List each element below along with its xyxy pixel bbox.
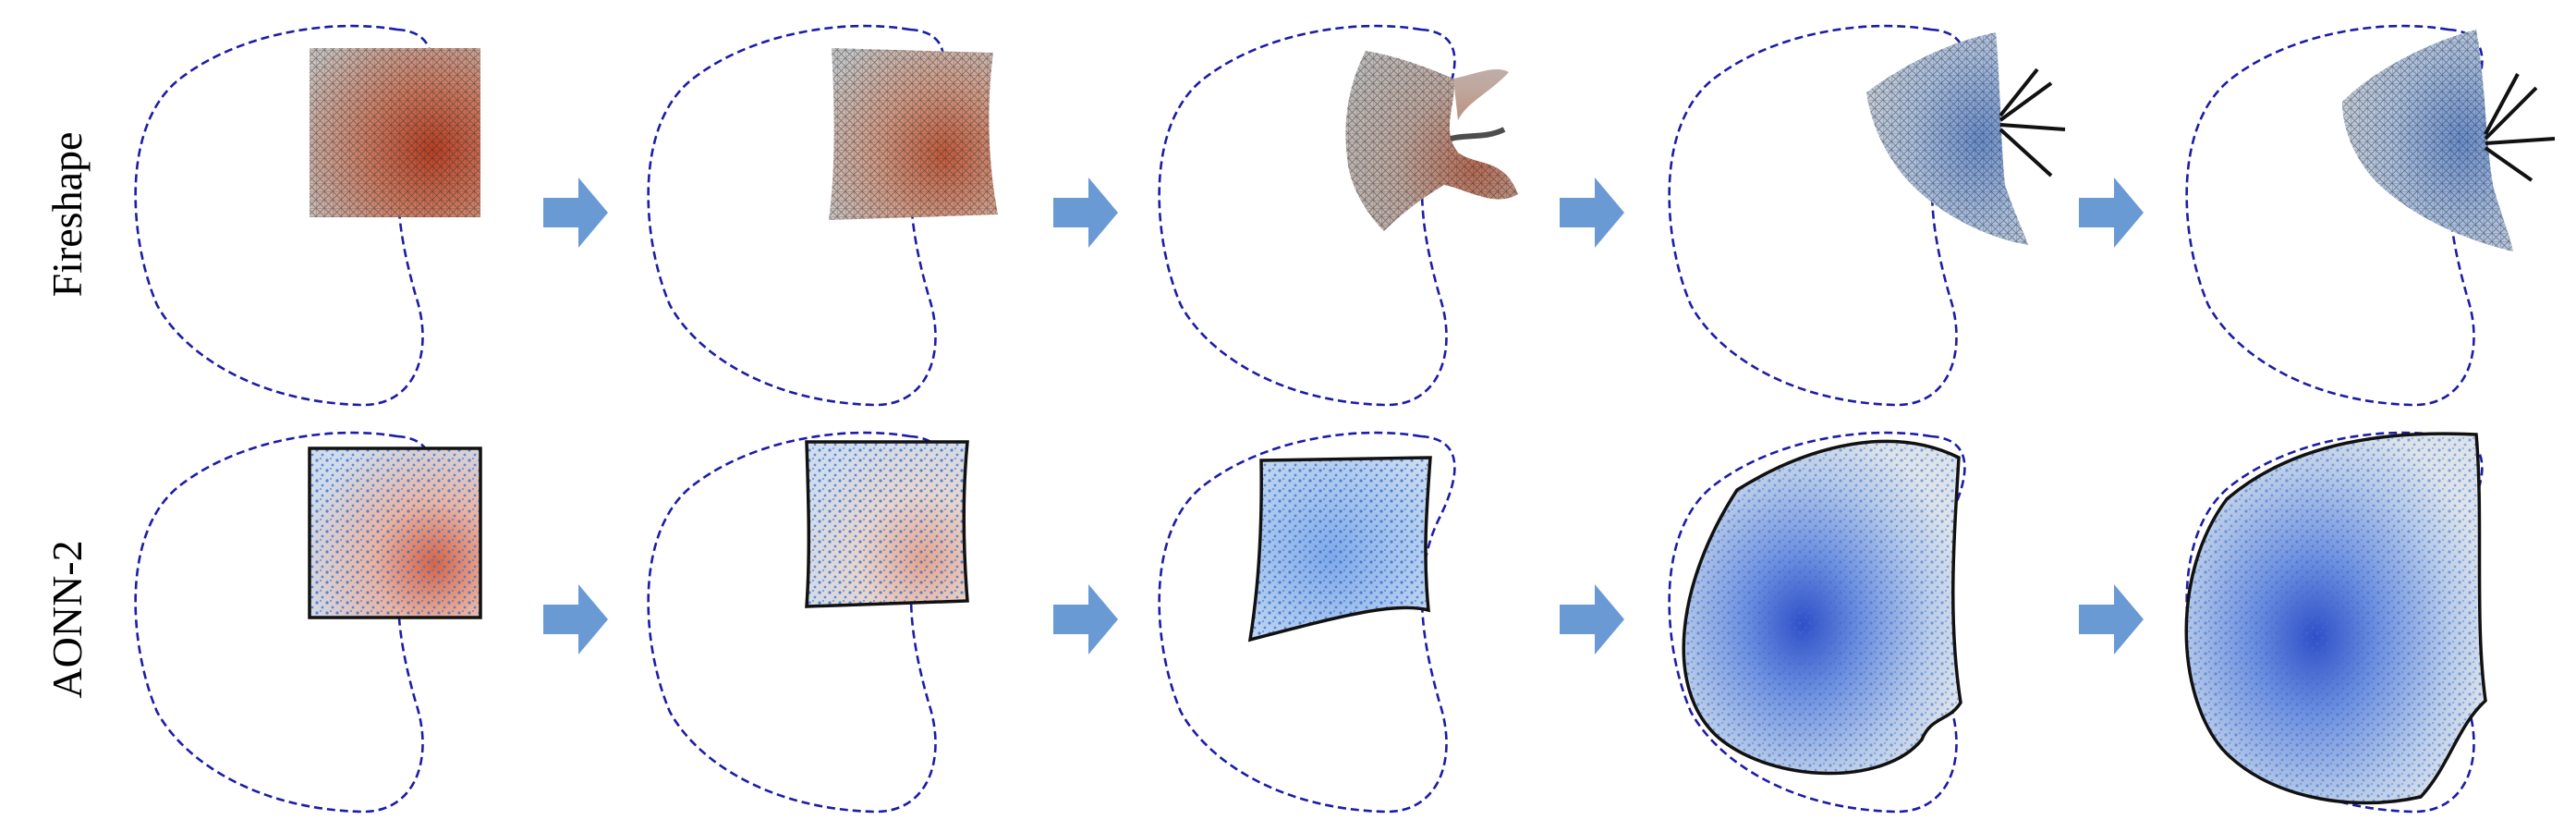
right-block-arrow-icon [1560, 584, 1624, 655]
right-block-arrow-icon [2079, 584, 2144, 655]
fireshape-panel-4 [1668, 24, 2066, 407]
right-block-arrow-icon [1560, 177, 1624, 248]
right-block-arrow-icon [2079, 177, 2144, 248]
aonn-panel-1 [134, 431, 482, 814]
right-block-arrow-icon [1053, 584, 1118, 655]
mesh-domain [1866, 32, 2066, 245]
particle-domain [1247, 456, 1432, 642]
right-block-arrow-icon [1053, 177, 1118, 248]
mesh-domain [2342, 30, 2556, 251]
particle-domain [2184, 432, 2487, 805]
row-label-fireshape: Fireshape [43, 132, 91, 298]
row-label-aonn2: AONN-2 [43, 540, 91, 698]
right-block-arrow-icon [543, 177, 608, 248]
aonn-panel-5 [2184, 431, 2487, 814]
fireshape-panel-2 [647, 24, 998, 407]
fireshape-panel-5 [2185, 24, 2556, 407]
mesh-domain [829, 48, 998, 220]
fireshape-panel-1 [134, 24, 480, 407]
particle-domain [308, 447, 482, 619]
particle-domain [1682, 439, 1962, 776]
particle-domain [805, 440, 969, 608]
fireshape-panel-3 [1158, 24, 1518, 407]
aonn-panel-3 [1158, 431, 1456, 814]
aonn-panel-4 [1668, 431, 1966, 814]
mesh-domain [1345, 51, 1518, 231]
right-block-arrow-icon [543, 584, 608, 655]
mesh-domain [310, 48, 480, 217]
aonn-panel-2 [647, 431, 969, 814]
